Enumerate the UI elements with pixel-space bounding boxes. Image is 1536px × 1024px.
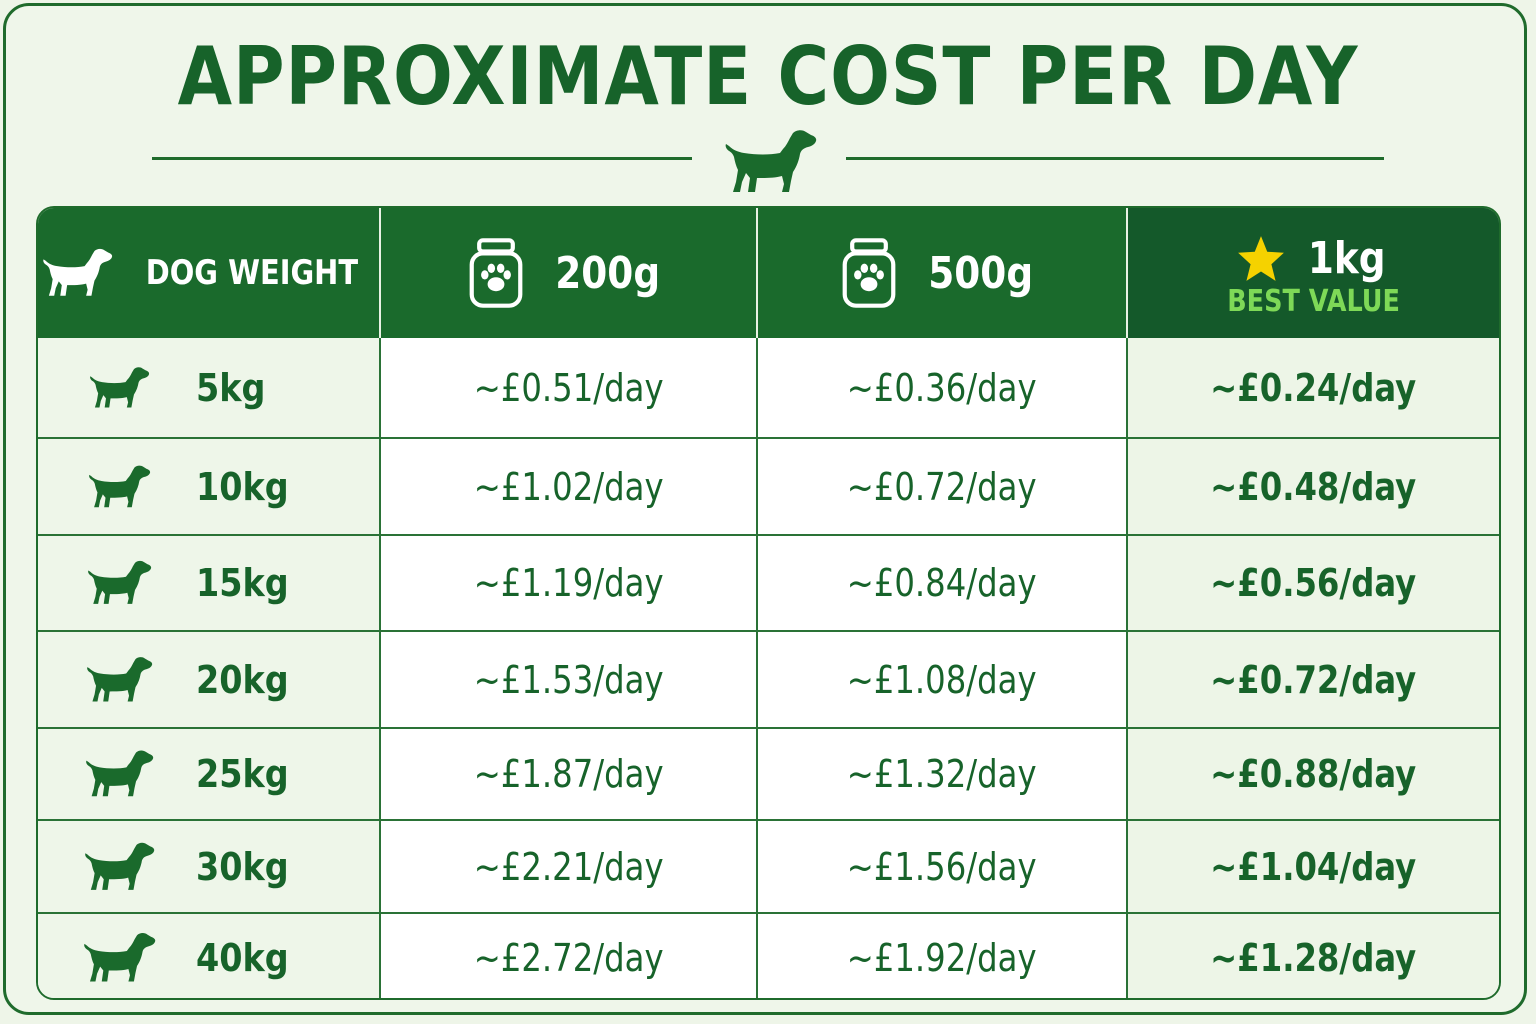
table-row: 15kg ~£1.19/day ~£0.84/day ~£0.56/day bbox=[38, 534, 1499, 630]
table-body: 5kg ~£0.51/day ~£0.36/day ~£0.24/day 10kg ~£1… bbox=[38, 338, 1499, 998]
header-200g: 200g bbox=[381, 208, 759, 338]
dog-icon bbox=[86, 364, 151, 412]
cost-table: DOG WEIGHT 200g 500g 1kg BEST VALUE 5kg ~… bbox=[36, 206, 1501, 1000]
title-divider-right bbox=[846, 157, 1384, 160]
cost-200g: ~£2.72/day bbox=[473, 936, 664, 980]
dog-icon bbox=[82, 747, 156, 801]
cost-200g: ~£2.21/day bbox=[473, 844, 664, 889]
weight-value: 15kg bbox=[196, 561, 289, 605]
star-icon bbox=[1237, 235, 1284, 281]
cost-500g: ~£1.92/day bbox=[846, 936, 1037, 980]
cost-500g-cell: ~£1.92/day bbox=[758, 914, 1128, 998]
cost-200g: ~£1.87/day bbox=[473, 752, 664, 796]
cost-500g-cell: ~£1.32/day bbox=[758, 729, 1128, 819]
weight-cell: 20kg bbox=[38, 632, 381, 727]
cost-200g-cell: ~£1.02/day bbox=[380, 439, 759, 534]
cost-500g-cell: ~£0.72/day bbox=[758, 439, 1128, 534]
header-500g-label: 500g bbox=[928, 247, 1034, 299]
cost-1kg: ~£0.56/day bbox=[1210, 561, 1417, 605]
weight-value: 40kg bbox=[196, 936, 289, 980]
weight-cell: 40kg bbox=[38, 914, 381, 998]
dog-icon bbox=[81, 839, 157, 895]
table-row: 40kg ~£2.72/day ~£1.92/day ~£1.28/day bbox=[38, 912, 1499, 998]
table-row: 10kg ~£1.02/day ~£0.72/day ~£0.48/day bbox=[38, 437, 1499, 534]
paw-jar-icon bbox=[841, 236, 897, 310]
dog-icon bbox=[84, 558, 154, 609]
cost-200g: ~£1.02/day bbox=[473, 464, 664, 509]
dog-icon bbox=[720, 126, 820, 198]
header-weight-label: DOG WEIGHT bbox=[146, 253, 359, 293]
cost-1kg-cell: ~£0.56/day bbox=[1127, 536, 1499, 630]
weight-cell: 15kg bbox=[38, 536, 381, 630]
cost-200g-cell: ~£2.21/day bbox=[380, 821, 759, 912]
weight-cell: 10kg bbox=[38, 439, 381, 534]
cost-1kg: ~£0.48/day bbox=[1210, 464, 1417, 509]
header-dog-weight: DOG WEIGHT bbox=[38, 208, 381, 338]
table-row: 20kg ~£1.53/day ~£1.08/day ~£0.72/day bbox=[38, 630, 1499, 727]
table-row: 30kg ~£2.21/day ~£1.56/day ~£1.04/day bbox=[38, 819, 1499, 912]
cost-1kg: ~£0.24/day bbox=[1210, 365, 1417, 410]
cost-1kg-cell: ~£0.88/day bbox=[1127, 729, 1499, 819]
title-divider-left bbox=[152, 157, 692, 160]
cost-200g-cell: ~£1.53/day bbox=[380, 632, 759, 727]
best-value-label: BEST VALUE bbox=[1226, 284, 1400, 319]
cost-200g-cell: ~£1.19/day bbox=[380, 536, 759, 630]
cost-500g: ~£1.56/day bbox=[846, 844, 1037, 889]
cost-200g-cell: ~£1.87/day bbox=[380, 729, 759, 819]
dog-icon bbox=[83, 653, 155, 705]
cost-200g-cell: ~£0.51/day bbox=[380, 338, 759, 437]
weight-value: 10kg bbox=[196, 464, 289, 509]
cost-500g: ~£1.08/day bbox=[846, 657, 1037, 702]
dog-icon bbox=[80, 929, 158, 986]
paw-jar-icon bbox=[468, 236, 524, 310]
cost-200g: ~£1.19/day bbox=[473, 561, 664, 605]
weight-value: 20kg bbox=[196, 657, 289, 702]
cost-500g-cell: ~£0.84/day bbox=[758, 536, 1128, 630]
weight-cell: 25kg bbox=[38, 729, 381, 819]
weight-value: 30kg bbox=[196, 844, 289, 889]
cost-500g: ~£0.72/day bbox=[846, 464, 1037, 509]
header-200g-label: 200g bbox=[554, 247, 660, 299]
cost-500g-cell: ~£1.08/day bbox=[758, 632, 1128, 727]
table-header: DOG WEIGHT 200g 500g 1kg BEST VALUE bbox=[38, 208, 1499, 338]
cost-500g: ~£0.36/day bbox=[846, 365, 1037, 410]
cost-1kg: ~£1.28/day bbox=[1210, 936, 1417, 980]
cost-500g: ~£0.84/day bbox=[846, 561, 1037, 605]
header-1kg-label: 1kg bbox=[1307, 233, 1386, 284]
cost-1kg-cell: ~£1.28/day bbox=[1127, 914, 1499, 998]
weight-cell: 30kg bbox=[38, 821, 381, 912]
cost-500g: ~£1.32/day bbox=[846, 752, 1037, 796]
table-row: 5kg ~£0.51/day ~£0.36/day ~£0.24/day bbox=[38, 338, 1499, 437]
cost-500g-cell: ~£1.56/day bbox=[758, 821, 1128, 912]
header-1kg: 1kg BEST VALUE bbox=[1127, 208, 1499, 338]
table-row: 25kg ~£1.87/day ~£1.32/day ~£0.88/day bbox=[38, 727, 1499, 819]
cost-1kg-cell: ~£1.04/day bbox=[1127, 821, 1499, 912]
weight-cell: 5kg bbox=[38, 338, 381, 437]
cost-1kg-cell: ~£0.72/day bbox=[1127, 632, 1499, 727]
cost-200g: ~£0.51/day bbox=[473, 365, 664, 410]
cost-200g-cell: ~£2.72/day bbox=[380, 914, 759, 998]
cost-1kg: ~£0.88/day bbox=[1210, 752, 1417, 796]
cost-500g-cell: ~£0.36/day bbox=[758, 338, 1128, 437]
cost-1kg-cell: ~£0.48/day bbox=[1127, 439, 1499, 534]
cost-1kg: ~£1.04/day bbox=[1210, 844, 1417, 889]
cost-1kg: ~£0.72/day bbox=[1210, 657, 1417, 702]
dog-icon bbox=[39, 242, 115, 304]
cost-1kg-cell: ~£0.24/day bbox=[1127, 338, 1499, 437]
header-500g: 500g bbox=[758, 208, 1128, 338]
weight-value: 5kg bbox=[196, 365, 266, 410]
weight-value: 25kg bbox=[196, 752, 289, 796]
cost-200g: ~£1.53/day bbox=[473, 657, 664, 702]
dog-icon bbox=[85, 462, 152, 511]
page-title: APPROXIMATE COST PER DAY bbox=[177, 30, 1359, 123]
